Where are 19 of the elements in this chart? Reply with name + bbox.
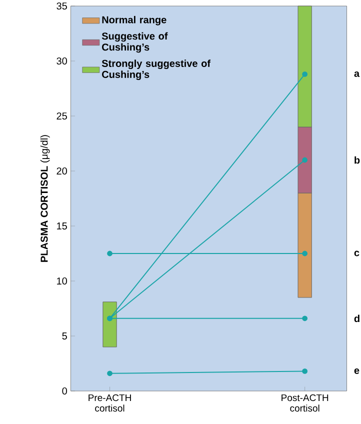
x-tick-label: Pre-ACTH cortisol: [88, 394, 132, 412]
text: c: [354, 250, 360, 256]
legend-label: Suggestive of Cushing’s: [102, 32, 168, 53]
legend-label: Normal range: [102, 16, 166, 26]
y-tick-label: 35: [56, 2, 68, 10]
y-tick-label: 5: [62, 332, 68, 340]
text: d: [354, 314, 360, 322]
text: e: [354, 368, 360, 374]
x-tick-label: Post-ACTH cortisol: [282, 394, 328, 412]
y-tick-label: 15: [57, 222, 68, 230]
y-tick-label: 10: [57, 277, 68, 285]
text: a: [354, 71, 360, 77]
y-tick-label: 0: [62, 387, 68, 395]
y-tick-label: 30: [56, 57, 68, 65]
text: b: [354, 156, 360, 164]
y-tick-label: 25: [56, 112, 68, 120]
y-axis-title: PLASMA CORTISOL (μg/dl): [40, 135, 50, 262]
y-tick-label: 20: [56, 167, 68, 175]
legend-label: Strongly suggestive of Cushing’s: [102, 60, 211, 80]
